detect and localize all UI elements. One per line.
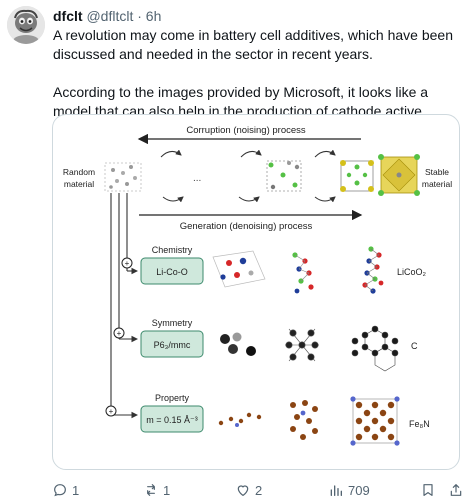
- denoise-step-arrow: [162, 196, 184, 203]
- heart-icon: [237, 485, 249, 496]
- post-image[interactable]: Corruption (noising) process Random mate…: [52, 114, 460, 470]
- intermediate-structure-2: [340, 160, 374, 192]
- corruption-process-label: Corruption (noising) process: [186, 125, 306, 136]
- separator-dot: ·: [137, 8, 142, 24]
- symmetry-row: + Symmetry P6₃/mmc: [113, 318, 418, 372]
- diffusion-figure: Corruption (noising) process Random mate…: [63, 125, 452, 446]
- share-icon: [450, 484, 462, 496]
- share-button[interactable]: [448, 480, 464, 500]
- views-icon: [330, 485, 342, 496]
- author-name[interactable]: dfclt: [53, 8, 83, 24]
- author-handle[interactable]: @dfltclt: [86, 8, 134, 24]
- random-material-label-2: material: [64, 179, 94, 189]
- plus-icon: +: [117, 329, 122, 338]
- noise-step-arrow: [160, 149, 182, 158]
- chemistry-label: Chemistry: [152, 245, 193, 255]
- like-count: 2: [255, 482, 263, 498]
- random-material-label-1: Random: [63, 167, 95, 177]
- denoise-step-arrow-3: [314, 196, 336, 203]
- reply-count: 1: [72, 482, 80, 498]
- repost-icon: [147, 484, 155, 496]
- property-condition-box: [140, 405, 204, 433]
- noise-step-arrow-2: [240, 149, 262, 158]
- bookmark-button[interactable]: [420, 480, 436, 500]
- bookmark-icon: [423, 484, 433, 496]
- symmetry-label: Symmetry: [152, 318, 193, 328]
- chemistry-value: Li-Co-O: [156, 267, 188, 277]
- post-paragraph-1: A revolution may come in battery cell ad…: [53, 27, 453, 62]
- stable-material-label-2: material: [422, 179, 452, 189]
- avatar[interactable]: [7, 6, 45, 44]
- reply-button[interactable]: 1: [52, 480, 79, 500]
- property-row: + Property m = 0.15 Å⁻³: [105, 393, 430, 446]
- chemistry-condition-box: [140, 257, 204, 285]
- chemistry-result: LiCoO₂: [397, 267, 427, 277]
- symmetry-value: P6₃/mmc: [154, 340, 191, 350]
- plus-icon: +: [109, 407, 114, 416]
- denoise-step-arrow-2: [238, 196, 260, 203]
- symmetry-result: C: [411, 341, 418, 351]
- repost-count: 1: [163, 482, 171, 498]
- stable-structure: [378, 154, 420, 196]
- post-header: dfclt @dfltclt · 6h: [53, 7, 161, 25]
- chemistry-row: + Chemistry Li-Co-O: [121, 245, 427, 294]
- plus-icon: +: [125, 259, 130, 268]
- stable-material-label-1: Stable: [425, 167, 449, 177]
- condition-branches: [110, 193, 139, 419]
- symmetry-condition-box: [140, 330, 204, 358]
- repost-button[interactable]: 1: [143, 480, 170, 500]
- generation-process-label: Generation (denoising) process: [180, 221, 313, 232]
- property-label: Property: [155, 393, 190, 403]
- property-value: m = 0.15 Å⁻³: [146, 415, 198, 425]
- property-result: Fe₈N: [409, 419, 430, 429]
- views-button[interactable]: 709: [328, 480, 370, 500]
- intermediate-structure-1: [266, 160, 302, 192]
- ellipsis-label: ...: [193, 173, 201, 184]
- random-material-structure: [104, 162, 142, 192]
- like-button[interactable]: 2: [235, 480, 262, 500]
- post-actions: 1 1 2 709: [0, 480, 474, 502]
- avatar-image: [7, 6, 45, 44]
- view-count: 709: [348, 482, 370, 498]
- reply-icon: [54, 484, 66, 497]
- noise-step-arrow-3: [314, 149, 336, 158]
- post-time[interactable]: 6h: [145, 8, 162, 24]
